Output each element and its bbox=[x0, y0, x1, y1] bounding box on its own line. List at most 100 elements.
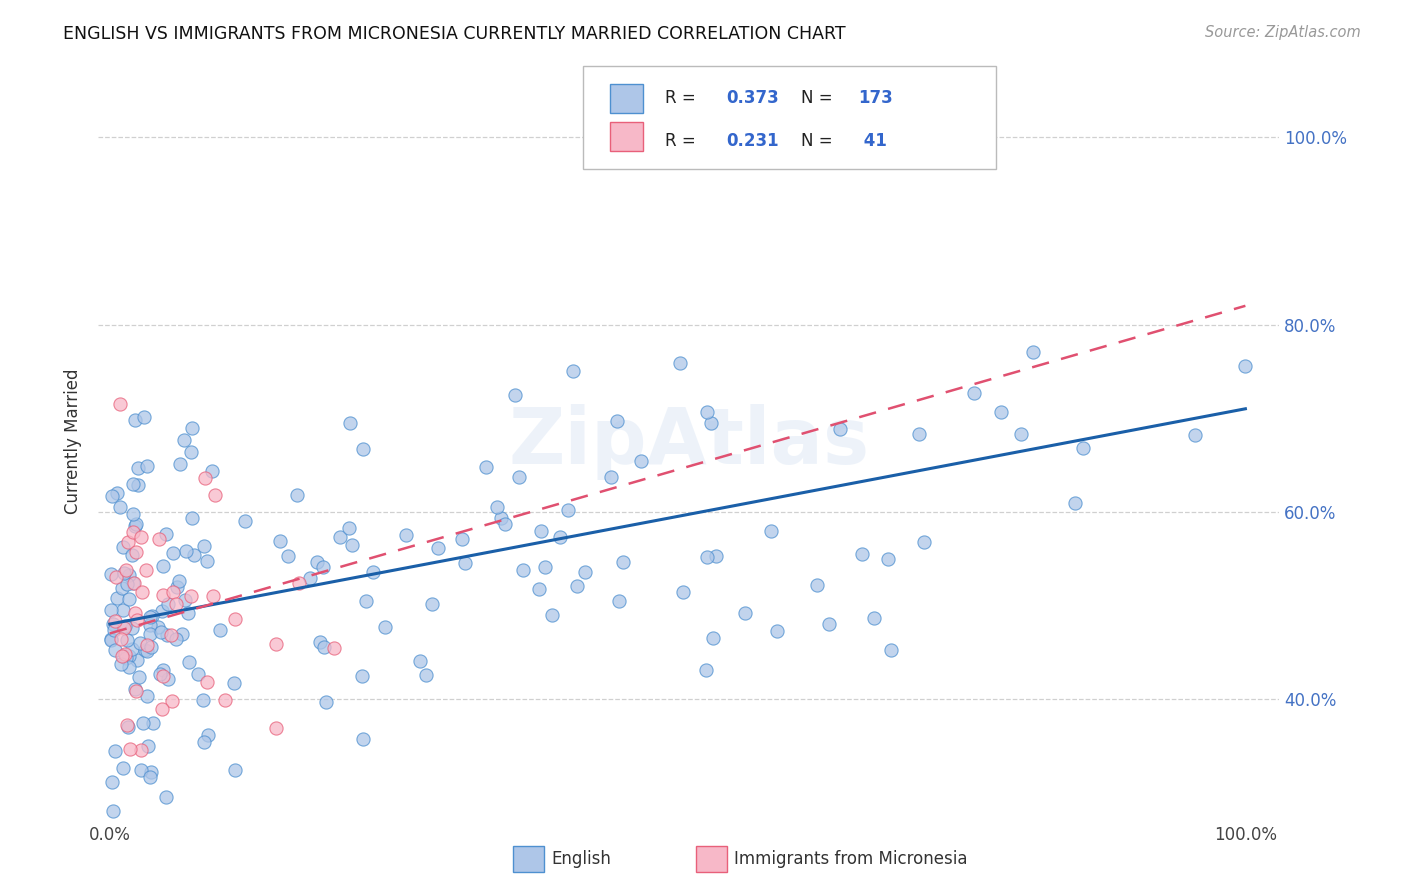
Point bbox=[908, 426, 931, 441]
Text: R =: R = bbox=[665, 89, 702, 107]
Point bbox=[104, 744, 127, 758]
Point bbox=[115, 563, 138, 577]
Text: ENGLISH VS IMMIGRANTS FROM MICRONESIA CURRENTLY MARRIED CORRELATION CHART: ENGLISH VS IMMIGRANTS FROM MICRONESIA CU… bbox=[63, 25, 846, 43]
Point bbox=[105, 570, 128, 584]
Point bbox=[111, 581, 134, 595]
Point bbox=[208, 623, 231, 637]
Text: 173: 173 bbox=[858, 89, 893, 107]
Point bbox=[121, 548, 143, 562]
Point bbox=[139, 640, 162, 654]
Point bbox=[204, 488, 226, 502]
Point bbox=[114, 619, 136, 633]
Point bbox=[354, 593, 377, 607]
Point bbox=[111, 649, 134, 664]
Point bbox=[134, 409, 156, 424]
Point bbox=[734, 607, 756, 621]
Point bbox=[105, 485, 128, 500]
Point bbox=[557, 503, 579, 517]
Point bbox=[101, 774, 124, 789]
Point bbox=[352, 442, 374, 457]
Point bbox=[128, 670, 150, 684]
Point bbox=[136, 739, 159, 753]
Point bbox=[1071, 441, 1094, 455]
Point bbox=[599, 470, 621, 484]
Point bbox=[534, 560, 557, 574]
Point bbox=[100, 567, 122, 582]
Point bbox=[121, 621, 143, 635]
Point bbox=[201, 464, 224, 478]
Y-axis label: Currently Married: Currently Married bbox=[65, 368, 83, 515]
Point bbox=[135, 563, 157, 577]
Point bbox=[766, 624, 789, 638]
Point bbox=[352, 731, 374, 746]
Point bbox=[122, 576, 145, 591]
Point bbox=[606, 414, 628, 428]
Point bbox=[167, 574, 190, 589]
Point bbox=[818, 617, 841, 632]
Point bbox=[103, 623, 125, 637]
Point bbox=[112, 761, 135, 775]
Point bbox=[700, 416, 723, 430]
Point bbox=[214, 693, 236, 707]
Point bbox=[136, 644, 159, 658]
Point bbox=[329, 530, 352, 544]
Point bbox=[129, 743, 152, 757]
Point bbox=[503, 388, 526, 402]
Point bbox=[110, 632, 132, 646]
Point bbox=[420, 597, 443, 611]
Point bbox=[115, 577, 138, 591]
Point bbox=[308, 635, 330, 649]
Point bbox=[862, 610, 884, 624]
Point bbox=[1234, 359, 1257, 374]
Point bbox=[127, 613, 149, 627]
Point bbox=[193, 735, 215, 749]
Point bbox=[269, 534, 291, 549]
FancyBboxPatch shape bbox=[582, 66, 995, 169]
Point bbox=[630, 454, 652, 468]
Point bbox=[118, 649, 141, 664]
Point bbox=[264, 637, 287, 651]
Point bbox=[562, 364, 585, 378]
Point bbox=[233, 514, 256, 528]
Point bbox=[174, 544, 197, 558]
Point bbox=[139, 610, 162, 624]
Point bbox=[704, 549, 727, 564]
Point bbox=[474, 460, 496, 475]
Point bbox=[912, 535, 935, 549]
Point bbox=[152, 669, 174, 683]
Point bbox=[990, 405, 1012, 419]
Point bbox=[129, 530, 152, 544]
Point bbox=[104, 642, 127, 657]
Point bbox=[668, 356, 690, 370]
Point bbox=[314, 640, 336, 654]
Point bbox=[157, 597, 180, 611]
Point bbox=[170, 626, 193, 640]
Point bbox=[134, 643, 156, 657]
Point bbox=[529, 582, 551, 596]
Point bbox=[1063, 496, 1085, 510]
Point bbox=[124, 412, 146, 426]
Point bbox=[139, 618, 162, 632]
Point bbox=[612, 555, 634, 569]
Point bbox=[118, 660, 141, 674]
Point bbox=[115, 718, 138, 732]
Point bbox=[695, 664, 717, 678]
Point bbox=[100, 489, 122, 503]
Point bbox=[118, 568, 141, 582]
Point bbox=[574, 565, 596, 579]
Point bbox=[141, 608, 163, 623]
Text: 41: 41 bbox=[858, 131, 887, 150]
Point bbox=[609, 593, 631, 607]
Point bbox=[125, 684, 148, 698]
Point bbox=[148, 532, 170, 546]
Point bbox=[181, 511, 204, 525]
Point bbox=[851, 547, 873, 561]
Point bbox=[288, 576, 311, 591]
Point bbox=[100, 632, 122, 647]
Point bbox=[880, 642, 903, 657]
Point bbox=[122, 524, 145, 539]
Text: 0.231: 0.231 bbox=[727, 131, 779, 150]
Point bbox=[828, 422, 851, 436]
Text: 0.373: 0.373 bbox=[727, 89, 779, 107]
Point bbox=[696, 405, 718, 419]
